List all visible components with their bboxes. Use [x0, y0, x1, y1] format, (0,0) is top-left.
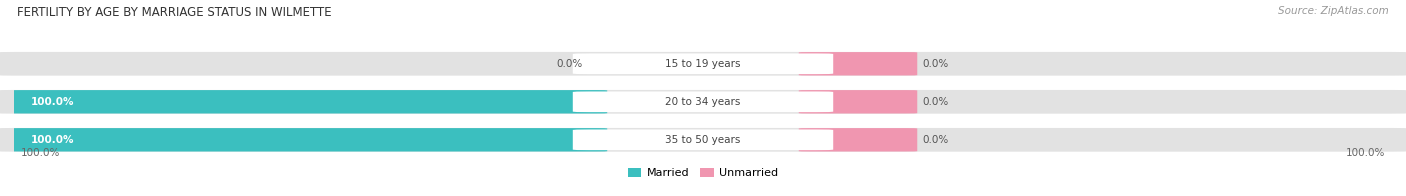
FancyBboxPatch shape: [572, 54, 834, 74]
Text: 35 to 50 years: 35 to 50 years: [665, 135, 741, 145]
FancyBboxPatch shape: [572, 92, 834, 112]
Text: 0.0%: 0.0%: [922, 135, 949, 145]
FancyBboxPatch shape: [0, 128, 1406, 152]
Text: 0.0%: 0.0%: [922, 97, 949, 107]
FancyBboxPatch shape: [10, 90, 607, 113]
FancyBboxPatch shape: [799, 128, 917, 152]
FancyBboxPatch shape: [799, 52, 917, 75]
Text: 0.0%: 0.0%: [557, 59, 582, 69]
FancyBboxPatch shape: [0, 90, 1406, 114]
FancyBboxPatch shape: [10, 128, 607, 152]
Text: FERTILITY BY AGE BY MARRIAGE STATUS IN WILMETTE: FERTILITY BY AGE BY MARRIAGE STATUS IN W…: [17, 6, 332, 19]
Text: Source: ZipAtlas.com: Source: ZipAtlas.com: [1278, 6, 1389, 16]
Text: 100.0%: 100.0%: [21, 148, 60, 158]
Text: 0.0%: 0.0%: [922, 59, 949, 69]
Legend: Married, Unmarried: Married, Unmarried: [623, 163, 783, 183]
FancyBboxPatch shape: [0, 52, 1406, 76]
Text: 15 to 19 years: 15 to 19 years: [665, 59, 741, 69]
Text: 100.0%: 100.0%: [31, 97, 75, 107]
Text: 20 to 34 years: 20 to 34 years: [665, 97, 741, 107]
Text: 100.0%: 100.0%: [31, 135, 75, 145]
FancyBboxPatch shape: [799, 90, 917, 113]
Text: 100.0%: 100.0%: [1346, 148, 1385, 158]
FancyBboxPatch shape: [572, 130, 834, 150]
